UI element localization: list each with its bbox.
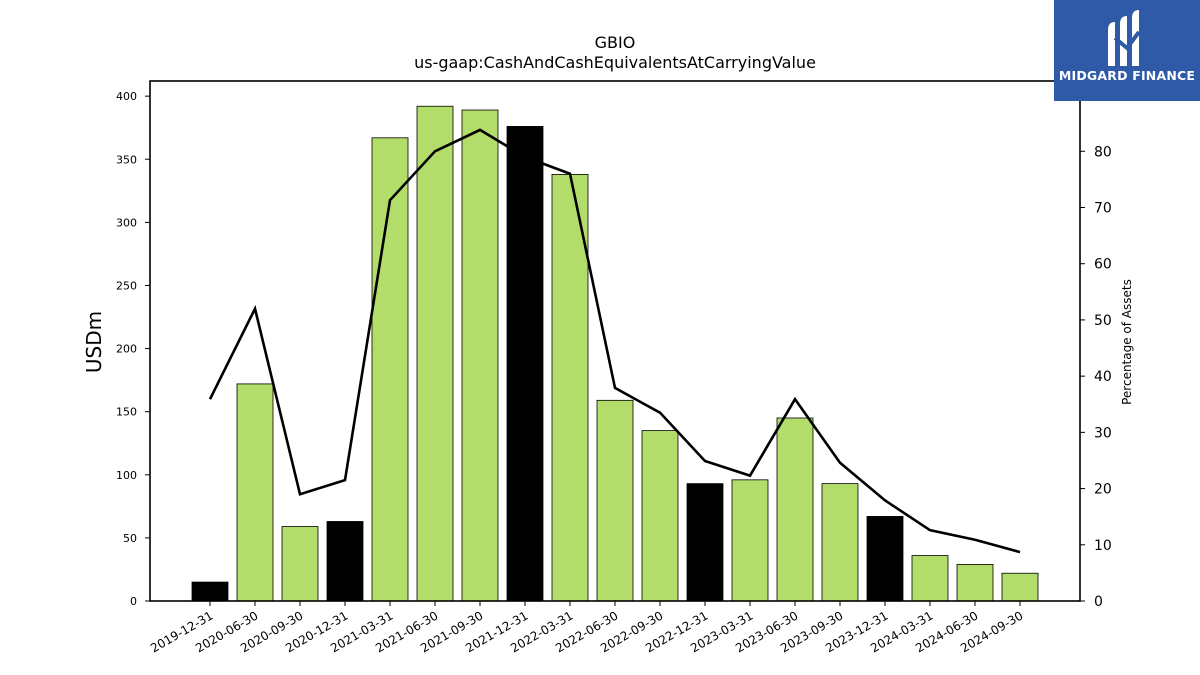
bar-2020-06-30 (236, 383, 274, 602)
y2-tick-label: 10 (1094, 538, 1112, 554)
y-tick-label: 150 (116, 406, 137, 419)
y-tick-label: 300 (116, 216, 137, 229)
y2-axis-label: Percentage of Assets (1120, 279, 1134, 405)
bar-2021-06-30 (416, 105, 454, 602)
bar-2022-03-31 (551, 173, 589, 602)
midgard-finance-logo: MIDGARD FINANCE (1054, 0, 1200, 101)
y2-tick-label: 50 (1094, 313, 1112, 329)
bar-2020-12-31 (326, 521, 364, 602)
bar-2024-06-30 (956, 563, 994, 602)
bar-2022-09-30 (641, 430, 679, 602)
chart-title: GBIO (595, 33, 636, 52)
y-tick-label: 400 (116, 90, 137, 103)
midgard-m-logo-icon (1108, 10, 1141, 66)
bar-2021-12-31 (506, 126, 544, 602)
bar-2024-09-30 (1001, 572, 1039, 602)
line-series (208, 128, 1021, 554)
bar-2021-03-31 (371, 137, 409, 602)
bar-2020-09-30 (281, 526, 319, 602)
y2-tick-label: 70 (1094, 200, 1112, 216)
bar-2023-03-31 (731, 479, 769, 602)
bar-2023-09-30 (821, 483, 859, 602)
bar-2021-09-30 (461, 109, 499, 602)
y-axis-label: USDm (82, 311, 106, 373)
logo-text: MIDGARD FINANCE (1058, 68, 1196, 83)
y2-tick-label: 0 (1094, 594, 1103, 610)
y2-tick-label: 20 (1094, 482, 1112, 498)
y-tick-label: 50 (123, 532, 137, 545)
y2-tick-label: 30 (1094, 425, 1112, 441)
y-tick-label: 350 (116, 153, 137, 166)
bar-2023-06-30 (776, 417, 814, 602)
bar-2023-12-31 (866, 516, 904, 602)
y-tick-label: 100 (116, 469, 137, 482)
y2-tick-label: 80 (1094, 144, 1112, 160)
bar-2024-03-31 (911, 555, 949, 602)
y2-tick-label: 60 (1094, 257, 1112, 273)
bar-2019-12-31 (191, 581, 229, 602)
chart-subtitle: us-gaap:CashAndCashEquivalentsAtCarrying… (414, 53, 816, 72)
bar-2022-12-31 (686, 483, 724, 602)
bar-series (191, 105, 1039, 602)
y-tick-label: 0 (130, 595, 137, 608)
y-tick-label: 200 (116, 343, 137, 356)
y-tick-label: 250 (116, 279, 137, 292)
percentage-of-assets-line (208, 128, 1021, 554)
bar-2022-06-30 (596, 399, 634, 602)
y2-tick-label: 40 (1094, 369, 1112, 385)
